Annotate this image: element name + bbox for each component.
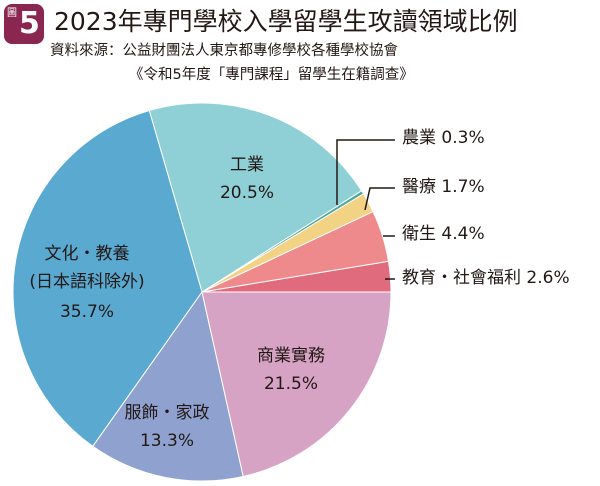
leader-line-農業 xyxy=(336,139,395,205)
pie-slice-文化-教養 xyxy=(12,109,203,447)
slice-label-服飾-家政-0: 服飾・家政 xyxy=(125,403,210,423)
source-line-2: 《令和5年度「專門課程」留學生在籍調查》 xyxy=(129,67,414,83)
side-label-農業: 農業 0.3% xyxy=(402,128,485,148)
side-label-醫療: 醫療 1.7% xyxy=(402,177,485,197)
figure-word: 圖 xyxy=(7,8,17,19)
slice-label-工業-0: 工業 xyxy=(230,155,264,175)
slice-label-文化-教養-2: 35.7% xyxy=(60,302,114,322)
source-line-1: 資料來源：公益財團法人東京都專修學校各種學校協會 xyxy=(50,43,398,59)
slice-label-文化-教養-1: (日本語科除外) xyxy=(29,272,144,292)
leader-line-醫療 xyxy=(364,187,395,211)
pie-slice-服飾-家政 xyxy=(92,290,244,482)
figure-badge: 圖 5 xyxy=(4,4,44,44)
pie-slice-工業 xyxy=(148,102,363,293)
slice-label-商業實務-0: 商業實務 xyxy=(257,346,325,366)
slice-label-文化-教養-0: 文化・教養 xyxy=(45,244,130,264)
pie-slice-商業實務 xyxy=(201,291,392,478)
slice-label-商業實務-1: 21.5% xyxy=(264,374,318,394)
slice-label-工業-1: 20.5% xyxy=(220,183,274,203)
side-label-衛生: 衛生 4.4% xyxy=(402,224,485,244)
figure-number: 5 xyxy=(19,6,40,41)
side-label-教育-社會福利: 教育・社會福利 2.6% xyxy=(402,268,570,288)
slice-label-服飾-家政-1: 13.3% xyxy=(140,431,194,451)
chart-title: 2023年專門學校入學留學生攻讀領域比例 xyxy=(54,7,518,36)
